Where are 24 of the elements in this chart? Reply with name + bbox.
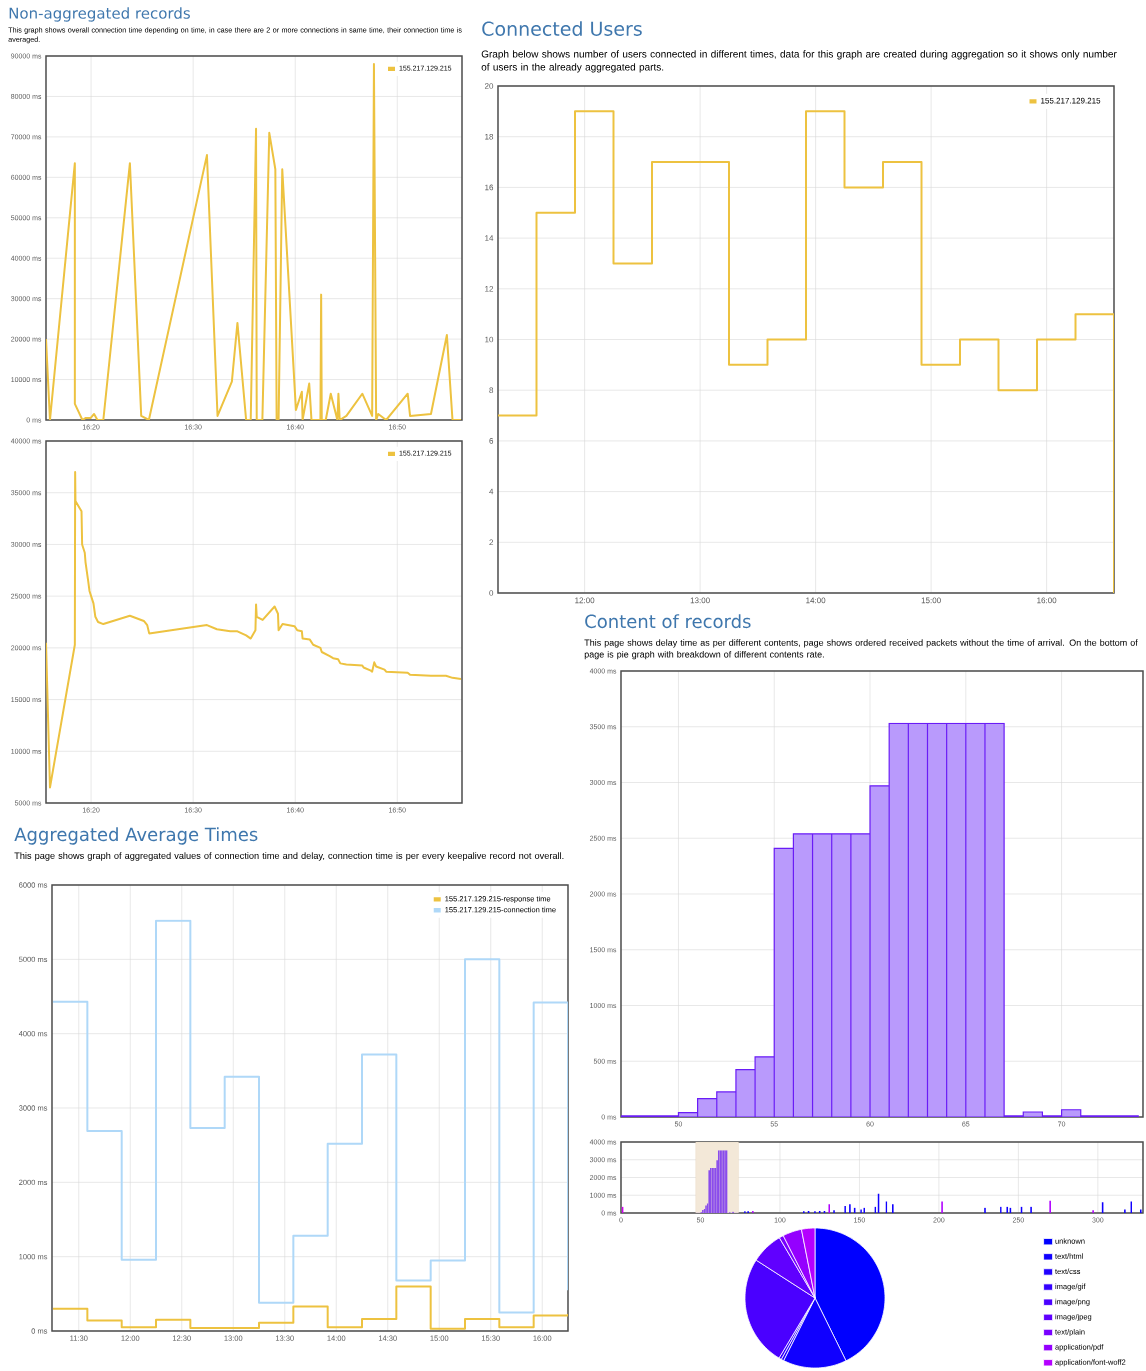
chart-subtitle: Graph below shows number of users connected in different times, data for this graph are created during aggregation so it shows only number of users in the already aggregated parts. [481,50,1117,73]
x-tick-label: 14:00 [806,597,826,604]
y-tick-label: 16 [485,184,494,191]
chart-subtitle: This page shows delay time as per different contents, page shows ordered received packets without the time of arrival. On the bottom of page is pie graph with breakdown of different contents rate. [584,639,1138,660]
chart-subtitle: This page shows graph of aggregated values of connection time and delay, connection time is per every keepalive record not overall. [14,852,564,861]
x-tick-label: 15:00 [921,597,941,604]
y-tick-label: 18 [485,133,494,140]
y-tick-label: 12 [485,286,494,292]
y-tick-label: 20 [484,83,494,89]
chart-title: Content of records [585,614,751,629]
legend-label: 155.217.129.215 [1041,97,1101,104]
y-tick-label: 14 [485,235,494,241]
y-tick-label: 0 [489,590,494,596]
x-tick-label: 12:00 [575,597,595,604]
chart-title: Connected Users [482,21,642,36]
y-tick-label: 2 [489,539,494,546]
x-tick-label: 16:00 [1037,597,1057,604]
y-tick-label: 10 [485,336,494,343]
chart-title: Aggregated Average Times [14,827,258,845]
chart-title: Non-aggregated records [9,7,190,22]
x-tick-label: 13:00 [690,597,710,604]
y-tick-label: 6 [489,438,494,444]
y-tick-label: 8 [489,387,494,394]
y-tick-label: 4 [489,488,494,495]
